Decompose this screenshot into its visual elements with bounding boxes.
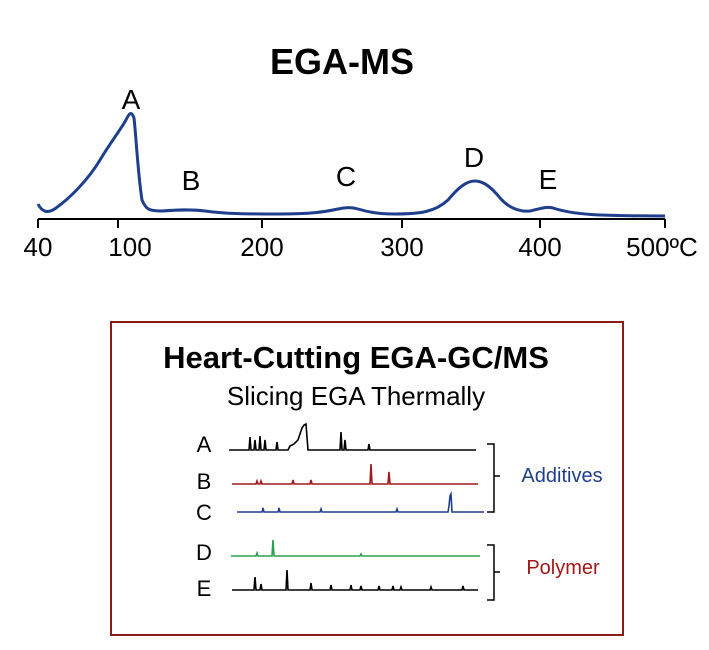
peak-label-e: E	[539, 164, 558, 195]
chromatogram-trace-a	[229, 422, 476, 451]
group-label-additives: Additives	[521, 465, 602, 487]
heart-cutting-subtitle: Slicing EGA Thermally	[227, 381, 485, 411]
peak-label-d: D	[464, 142, 484, 173]
heart-cutting-title: Heart-Cutting EGA-GC/MS	[163, 340, 549, 375]
polymer-bracket	[487, 544, 500, 601]
trace-label-d: D	[196, 540, 212, 565]
trace-label-a: A	[197, 432, 212, 457]
trace-label-b: B	[197, 469, 212, 494]
chromatogram-trace-c	[237, 490, 484, 513]
chromatogram-trace-e	[232, 569, 478, 591]
x-tick-label-500: 500ºC	[626, 232, 698, 262]
ega-ms-curve	[36, 112, 666, 218]
chromatogram-trace-d	[231, 539, 480, 557]
x-tick-label-400: 400	[518, 232, 561, 262]
x-tick-label-100: 100	[108, 232, 151, 262]
heart-cutting-frame	[110, 321, 624, 636]
x-tick-label-200: 200	[240, 232, 283, 262]
peak-label-c: C	[336, 161, 356, 192]
ega-ms-title: EGA-MS	[270, 41, 414, 82]
peak-label-a: A	[122, 84, 141, 115]
trace-label-c: C	[196, 500, 212, 525]
x-tick-label-40: 40	[24, 232, 53, 262]
additives-bracket	[487, 443, 500, 513]
group-label-polymer: Polymer	[526, 557, 600, 579]
peak-label-b: B	[182, 165, 201, 196]
x-axis-ticks	[37, 219, 666, 228]
chromatogram-trace-b	[232, 463, 478, 485]
x-tick-label-300: 300	[380, 232, 423, 262]
trace-label-e: E	[197, 576, 212, 601]
